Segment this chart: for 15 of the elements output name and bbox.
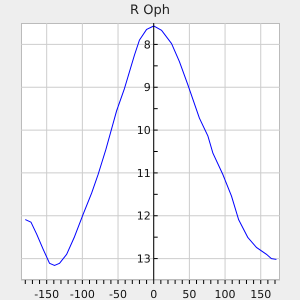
x-tick-label: 50 <box>182 288 196 300</box>
x-tick-label: 100 <box>214 288 236 300</box>
x-tick-label: -100 <box>70 288 95 300</box>
chart-title: R Oph <box>129 3 171 18</box>
y-tick-label: 11 <box>136 166 151 180</box>
x-tick-label: 150 <box>250 288 272 300</box>
y-tick-label: 9 <box>144 81 151 94</box>
x-tick-label: 0 <box>150 288 158 300</box>
x-tick-label: -150 <box>34 288 60 300</box>
y-tick-label: 12 <box>136 210 151 223</box>
y-tick-label: 13 <box>136 252 151 266</box>
x-tick-label: -50 <box>109 288 128 300</box>
line-series <box>24 26 277 266</box>
y-tick-label: 8 <box>144 38 151 52</box>
y-tick-label: 10 <box>136 124 151 137</box>
